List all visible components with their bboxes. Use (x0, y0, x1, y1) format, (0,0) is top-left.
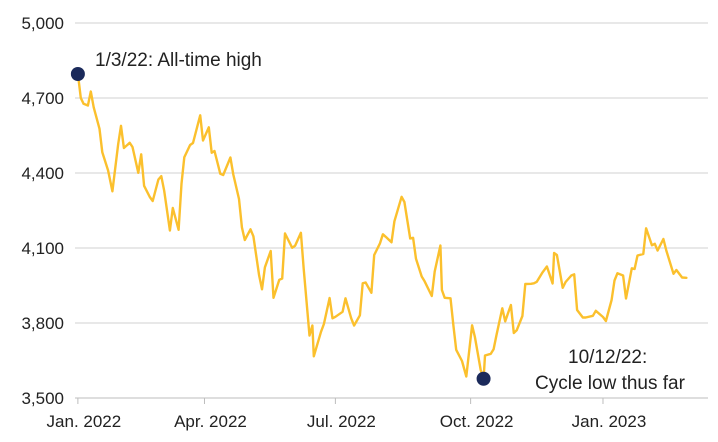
x-tick-label: Apr. 2022 (174, 412, 247, 431)
y-tick-label: 5,000 (21, 14, 64, 33)
annotation-cycle-low-text: Cycle low thus far (535, 373, 686, 394)
y-tick-label: 4,100 (21, 239, 64, 258)
annotation-marker (70, 67, 85, 81)
annotation-cycle-low-date: 10/12/22: (568, 347, 647, 368)
y-tick-label: 4,400 (21, 164, 64, 183)
series-line (76, 72, 688, 380)
y-tick-label: 4,700 (21, 89, 64, 108)
x-tick-label: Oct. 2022 (440, 412, 514, 431)
x-tick-label: Jan. 2022 (47, 412, 122, 431)
x-axis-ticks: Jan. 2022 Apr. 2022 Jul. 2022 Oct. 2022 Jan.… (47, 398, 647, 431)
y-axis-ticks: 3,500 3,800 4,100 4,400 4,700 5,000 (21, 14, 64, 408)
annotation-markers (70, 67, 491, 386)
x-tick-label: Jan. 2023 (572, 412, 647, 431)
gridlines (75, 22, 708, 324)
annotation-all-time-high: 1/3/22: All-time high (95, 50, 262, 71)
annotation-marker (476, 371, 491, 386)
y-tick-label: 3,800 (21, 314, 64, 333)
x-tick-label: Jul. 2022 (307, 412, 376, 431)
y-tick-label: 3,500 (21, 389, 64, 408)
